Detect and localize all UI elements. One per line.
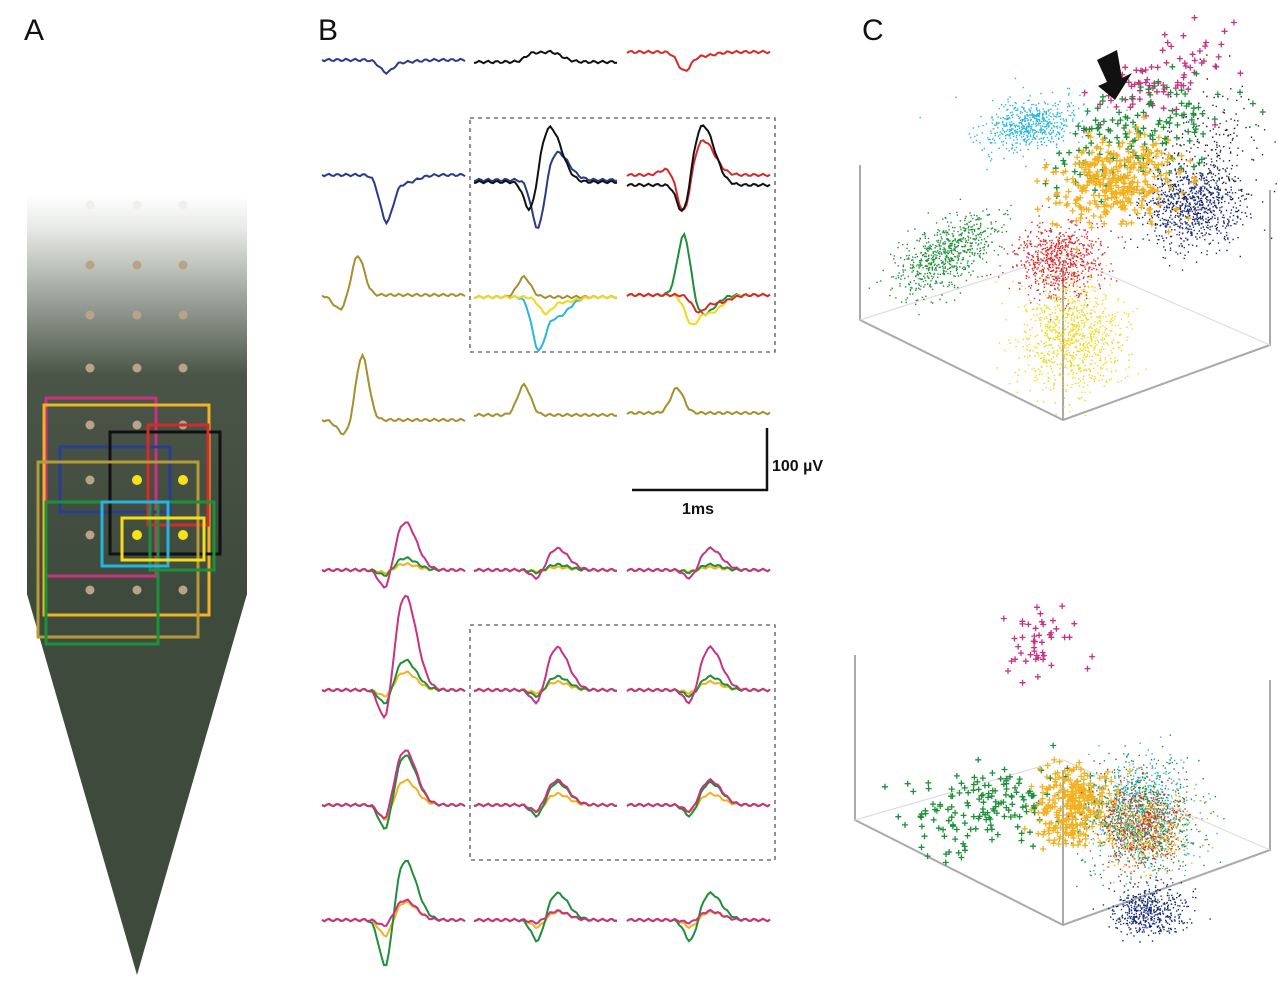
waveform bbox=[474, 51, 617, 63]
scatter-cloud bbox=[1001, 603, 1095, 686]
waveform bbox=[474, 548, 617, 579]
waveform bbox=[627, 547, 770, 578]
electrode-site bbox=[86, 586, 95, 595]
scatter-clouds bbox=[869, 15, 1278, 942]
electrode-site bbox=[132, 530, 142, 540]
electrode-site bbox=[179, 201, 188, 210]
scale-bar bbox=[632, 428, 768, 491]
electrode-site bbox=[179, 586, 188, 595]
electrode-site bbox=[178, 530, 188, 540]
waveform bbox=[474, 152, 617, 228]
waveform bbox=[322, 522, 465, 587]
scatter-cloud bbox=[869, 199, 1012, 314]
waveform bbox=[627, 646, 770, 703]
electrode-site bbox=[86, 531, 95, 540]
electrode-site bbox=[179, 311, 188, 320]
waveform bbox=[627, 51, 770, 71]
scatter-cloud bbox=[1034, 114, 1198, 252]
scale-label: 1ms bbox=[682, 501, 714, 518]
waveform bbox=[322, 59, 465, 74]
electrode-site bbox=[86, 476, 95, 485]
waveform bbox=[474, 276, 617, 298]
figure: A B C 100 µV 1ms bbox=[0, 0, 1278, 991]
electrode-site bbox=[133, 364, 142, 373]
panel-label: C bbox=[862, 14, 884, 47]
electrode-site bbox=[133, 261, 142, 270]
arrow bbox=[1097, 50, 1132, 100]
electrode-site bbox=[179, 261, 188, 270]
scatter-cloud bbox=[1043, 64, 1266, 205]
waveform bbox=[474, 780, 617, 813]
panel-label: A bbox=[24, 14, 44, 47]
waveform bbox=[322, 596, 465, 718]
electrode-site bbox=[86, 261, 95, 270]
electrode-site bbox=[86, 311, 95, 320]
waveform bbox=[322, 256, 465, 309]
waveform bbox=[627, 140, 770, 209]
waveform bbox=[627, 234, 770, 315]
waveform bbox=[474, 647, 617, 704]
panel-label: B bbox=[318, 14, 338, 47]
electrode-site bbox=[179, 364, 188, 373]
waveform bbox=[322, 355, 465, 434]
electrode-site bbox=[178, 475, 188, 485]
waveform bbox=[322, 751, 465, 819]
scatter-cloud bbox=[920, 79, 1128, 170]
electrode-site bbox=[133, 586, 142, 595]
electrode-site bbox=[133, 201, 142, 210]
electrode-site bbox=[133, 311, 142, 320]
waveform bbox=[474, 384, 617, 416]
waveform bbox=[474, 296, 617, 351]
electrode-site bbox=[86, 364, 95, 373]
scatter-cloud bbox=[1093, 877, 1211, 942]
waveform bbox=[627, 779, 770, 812]
scale-label: 100 µV bbox=[772, 458, 823, 475]
electrode-site bbox=[132, 475, 142, 485]
waveform bbox=[322, 174, 465, 224]
waveform bbox=[627, 388, 770, 414]
electrode-site bbox=[86, 201, 95, 210]
waveform bbox=[627, 125, 770, 210]
electrode-site bbox=[133, 421, 142, 430]
waveform bbox=[322, 756, 465, 829]
electrode-site bbox=[86, 421, 95, 430]
